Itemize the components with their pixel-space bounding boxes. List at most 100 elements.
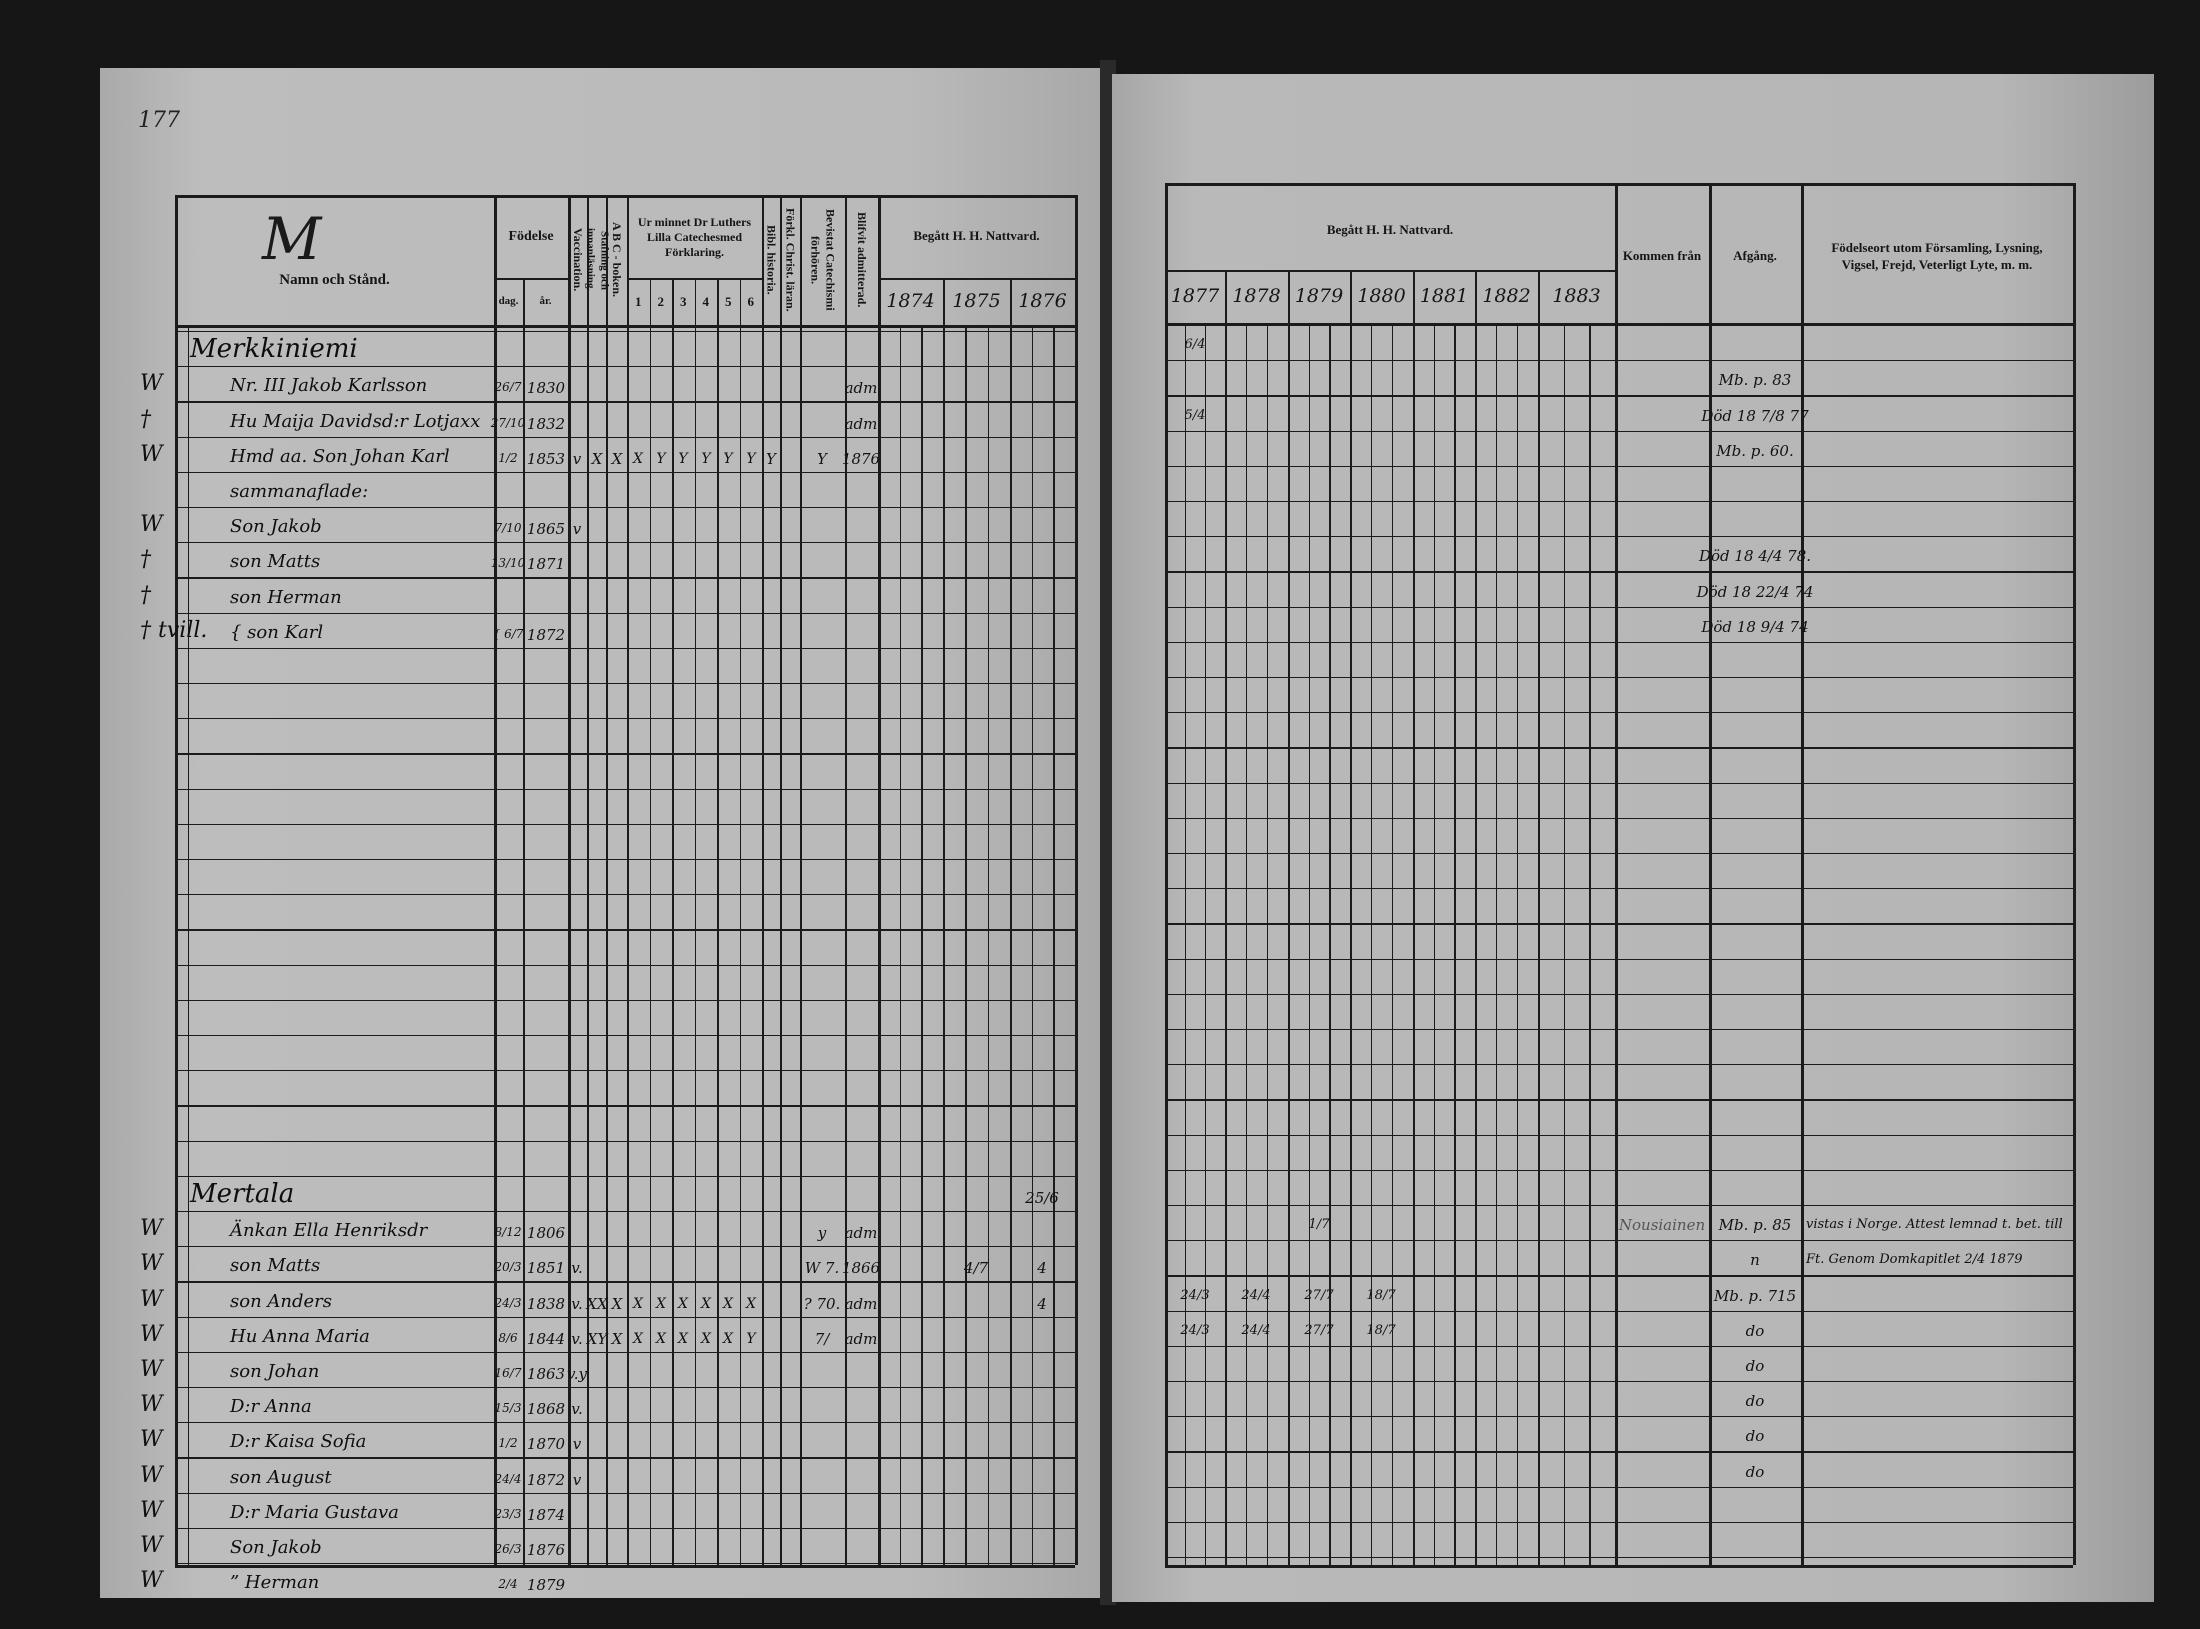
entry-catechism-3: X <box>678 1295 688 1312</box>
ruled-line <box>1165 1275 2073 1277</box>
ruled-line <box>1165 958 2073 960</box>
entry-bevistat: 7/ <box>814 1329 830 1348</box>
entry-y1879: 27/7 <box>1304 1287 1334 1303</box>
entry-catechism-2: X <box>656 1330 666 1347</box>
entry-year: 1806 <box>526 1224 566 1243</box>
entry-blifvit: adm <box>844 379 878 398</box>
column-line <box>1165 183 1168 1565</box>
entry-staf: XX <box>586 1294 608 1313</box>
entry-day: 24/3 <box>494 1295 522 1310</box>
entry-vacc: v. <box>571 1400 583 1419</box>
ruled-line <box>1165 1134 2073 1136</box>
entry-vacc: v <box>572 1470 582 1489</box>
ruled-line <box>175 1387 1075 1389</box>
ruled-line <box>1165 782 2073 784</box>
ruled-line <box>175 1527 1075 1529</box>
entry-name: son August <box>230 1466 332 1488</box>
row-status-mark: W <box>140 1321 163 1347</box>
sub-column-line <box>1496 323 1498 1565</box>
ruled-line <box>1165 712 2073 714</box>
column-line <box>943 278 945 1565</box>
ruled-line <box>175 929 1075 931</box>
entry-name: D:r Anna <box>230 1396 312 1418</box>
ruled-line <box>175 647 1075 649</box>
row-status-mark: W <box>140 1392 163 1418</box>
header-christ: Förkl. Christ. läran. <box>783 208 798 312</box>
sub-column-line <box>921 325 923 1565</box>
entry-afgang: Död 18 22/4 74 <box>1696 582 1814 601</box>
column-line <box>2073 183 2076 1565</box>
sub-column-line <box>1517 323 1519 1565</box>
header-year-1881: 1881 <box>1419 284 1469 307</box>
row-status-mark: W <box>140 371 163 397</box>
table-top-border <box>175 195 1075 198</box>
ruled-line <box>175 1105 1075 1107</box>
ruled-line <box>175 331 1075 333</box>
row-status-mark: W <box>140 1216 163 1242</box>
entry-y1877: 24/3 <box>1180 1322 1210 1338</box>
entry-year: 1874 <box>526 1505 566 1524</box>
entry-day: 7/10 <box>494 521 522 536</box>
entry-y1877: 5/4 <box>1184 407 1206 423</box>
table-bottom-border <box>175 1565 1075 1568</box>
entry-year: 1871 <box>526 555 566 574</box>
entry-year: 1872 <box>526 625 566 644</box>
row-status-mark: W <box>140 441 163 467</box>
entry-name: Merkkiniemi <box>190 334 358 365</box>
ruled-line <box>1165 501 2073 503</box>
row-status-mark: W <box>140 1427 163 1453</box>
column-line <box>1225 270 1227 1565</box>
ruled-line <box>175 788 1075 790</box>
ruled-line <box>1165 1029 2073 1031</box>
ruled-line <box>1165 1345 2073 1347</box>
sub-column-line <box>1246 323 1248 1565</box>
column-line <box>1801 183 1804 1565</box>
ruled-line <box>1165 641 2073 643</box>
entry-y1879: 27/7 <box>1304 1322 1334 1338</box>
column-line <box>1538 270 1540 1565</box>
column-line <box>1288 270 1290 1565</box>
entry-day: 27/10 <box>490 415 526 430</box>
ruled-line <box>1165 1557 2073 1559</box>
entry-y1877: 24/3 <box>1180 1287 1210 1303</box>
header-reading: Stafning och innanläsning. <box>584 228 611 292</box>
row-status-mark: W <box>140 1357 163 1382</box>
ruled-line <box>175 1070 1075 1072</box>
entry-y1880: 18/7 <box>1366 1287 1396 1303</box>
column-line <box>739 278 742 1565</box>
header-catechism-part: 1 <box>635 294 642 310</box>
column-line <box>1350 270 1352 1565</box>
header-catechism-part: 5 <box>725 294 732 310</box>
entry-year: 1830 <box>526 379 566 398</box>
entry-afgang: do <box>1745 1321 1765 1340</box>
table-top-border <box>1165 183 2073 186</box>
entry-y1876: 25/6 <box>1025 1189 1059 1207</box>
ruled-line <box>1165 465 2073 467</box>
entry-afgang: n <box>1750 1251 1760 1270</box>
entry-vacc: v. <box>571 1329 583 1348</box>
entry-vacc: v.y <box>567 1365 587 1383</box>
sub-column-line <box>1371 323 1373 1565</box>
column-line <box>627 195 629 1565</box>
ruled-line <box>175 894 1075 896</box>
entry-name: Hu Anna Maria <box>230 1325 370 1347</box>
entry-day: 8/12 <box>494 1225 522 1240</box>
ruled-line <box>175 859 1075 861</box>
entry-year: 1868 <box>526 1400 566 1419</box>
ruled-line <box>1165 1240 2073 1242</box>
sub-column-line <box>1433 323 1435 1565</box>
sub-column-line <box>1589 323 1591 1565</box>
ruled-line <box>175 1316 1075 1318</box>
entry-vacc: v <box>572 1435 582 1454</box>
entry-name: ” Herman <box>230 1572 320 1594</box>
ruled-line <box>175 1140 1075 1142</box>
sub-column-line <box>1031 325 1033 1565</box>
ruled-line <box>175 471 1075 473</box>
ruled-line <box>1165 1205 2073 1207</box>
header-year-1883: 1883 <box>1552 284 1601 307</box>
entry-catechism-2: X <box>656 1295 666 1312</box>
header-bottom-border <box>175 325 1075 328</box>
entry-catechism-5: X <box>723 1295 733 1312</box>
ruled-line <box>175 753 1075 755</box>
sub-column-line <box>1454 323 1456 1565</box>
